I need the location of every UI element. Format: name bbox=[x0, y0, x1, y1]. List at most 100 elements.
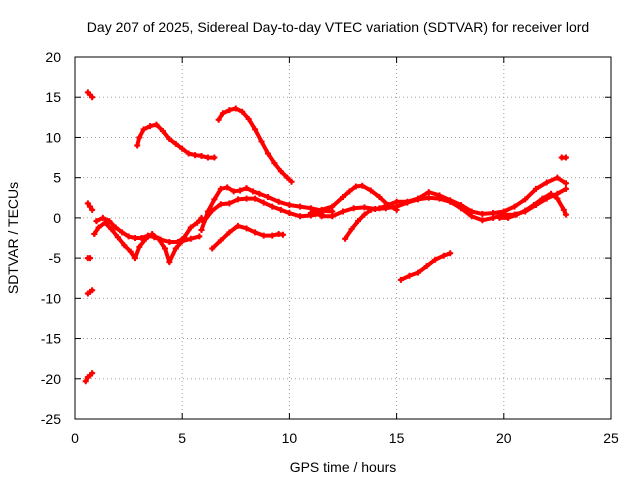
data-point bbox=[192, 152, 199, 159]
y-tick-label: -15 bbox=[41, 331, 61, 347]
data-point bbox=[359, 182, 366, 189]
y-tick-label: 0 bbox=[53, 210, 61, 226]
data-point bbox=[153, 121, 160, 128]
series-group bbox=[84, 255, 94, 262]
data-point bbox=[513, 211, 520, 218]
data-point bbox=[147, 123, 154, 130]
data-point bbox=[385, 202, 392, 209]
data-point bbox=[269, 232, 276, 239]
data-point bbox=[376, 193, 383, 200]
series-group bbox=[397, 250, 454, 283]
series-line bbox=[92, 220, 202, 265]
data-point bbox=[136, 243, 143, 250]
data-point bbox=[211, 196, 218, 203]
x-axis-label: GPS time / hours bbox=[290, 459, 397, 475]
data-point bbox=[82, 378, 89, 385]
data-point bbox=[89, 94, 96, 101]
data-point bbox=[234, 222, 241, 229]
y-tick-label: -10 bbox=[41, 290, 61, 306]
data-point bbox=[355, 218, 362, 225]
data-point bbox=[307, 210, 314, 217]
data-point bbox=[211, 154, 218, 161]
data-point bbox=[258, 138, 265, 145]
data-point bbox=[554, 195, 561, 202]
y-tick-label: 15 bbox=[45, 89, 61, 105]
data-point bbox=[350, 205, 357, 212]
data-point bbox=[89, 287, 96, 294]
data-point bbox=[125, 233, 132, 240]
data-point bbox=[87, 203, 94, 210]
data-point bbox=[425, 194, 432, 201]
data-point bbox=[215, 116, 222, 123]
series-group bbox=[342, 174, 569, 242]
data-point bbox=[252, 229, 259, 236]
series-line bbox=[210, 223, 285, 251]
x-tick-label: 5 bbox=[178, 430, 186, 446]
data-point bbox=[89, 370, 96, 377]
data-point bbox=[93, 218, 100, 225]
data-point bbox=[217, 237, 224, 244]
series-group bbox=[134, 121, 218, 161]
data-point bbox=[252, 195, 259, 202]
data-point bbox=[226, 229, 233, 236]
chart-title: Day 207 of 2025, Sidereal Day-to-day VTE… bbox=[87, 19, 589, 35]
data-point bbox=[260, 232, 267, 239]
data-point bbox=[511, 203, 518, 210]
data-point bbox=[89, 206, 96, 213]
series-group bbox=[558, 154, 569, 161]
data-point bbox=[367, 187, 374, 194]
data-point bbox=[479, 217, 486, 224]
data-point bbox=[136, 134, 143, 141]
data-point bbox=[87, 255, 94, 262]
data-point bbox=[140, 126, 147, 133]
data-point bbox=[288, 178, 295, 185]
data-point bbox=[264, 150, 271, 157]
data-point bbox=[219, 110, 226, 117]
series-line bbox=[497, 191, 568, 220]
data-point bbox=[275, 198, 282, 205]
data-point bbox=[361, 211, 368, 218]
data-point bbox=[393, 198, 400, 205]
data-point bbox=[245, 115, 252, 122]
data-point bbox=[200, 218, 207, 225]
data-point bbox=[318, 206, 325, 213]
data-point bbox=[217, 201, 224, 208]
data-point bbox=[479, 210, 486, 217]
data-point bbox=[352, 183, 359, 190]
data-point bbox=[271, 160, 278, 167]
series-group bbox=[215, 105, 295, 185]
data-point bbox=[217, 185, 224, 192]
data-point bbox=[106, 218, 113, 225]
data-point bbox=[95, 224, 102, 231]
series-group bbox=[93, 214, 205, 246]
data-point bbox=[436, 192, 443, 199]
data-point bbox=[490, 210, 497, 217]
data-point bbox=[279, 231, 286, 238]
data-point bbox=[432, 256, 439, 263]
series-group bbox=[82, 370, 96, 385]
data-point bbox=[166, 239, 173, 246]
data-point bbox=[532, 185, 539, 192]
series-group bbox=[209, 222, 286, 252]
data-point bbox=[181, 234, 188, 241]
data-point bbox=[198, 214, 205, 221]
data-point bbox=[172, 140, 179, 147]
data-point bbox=[346, 188, 353, 195]
data-point bbox=[174, 239, 181, 246]
x-tick-label: 15 bbox=[389, 430, 405, 446]
y-tick-label: 10 bbox=[45, 129, 61, 145]
data-point bbox=[340, 193, 346, 200]
data-point bbox=[277, 168, 284, 175]
data-point bbox=[226, 200, 233, 207]
data-point bbox=[297, 203, 304, 210]
data-point bbox=[361, 204, 368, 211]
data-point bbox=[166, 136, 173, 143]
x-tick-label: 10 bbox=[282, 430, 298, 446]
data-point bbox=[562, 154, 569, 161]
data-point bbox=[562, 180, 569, 187]
data-point bbox=[496, 214, 503, 221]
data-point bbox=[329, 203, 336, 210]
data-point bbox=[119, 229, 126, 236]
data-point bbox=[522, 207, 529, 214]
data-point bbox=[415, 269, 422, 276]
